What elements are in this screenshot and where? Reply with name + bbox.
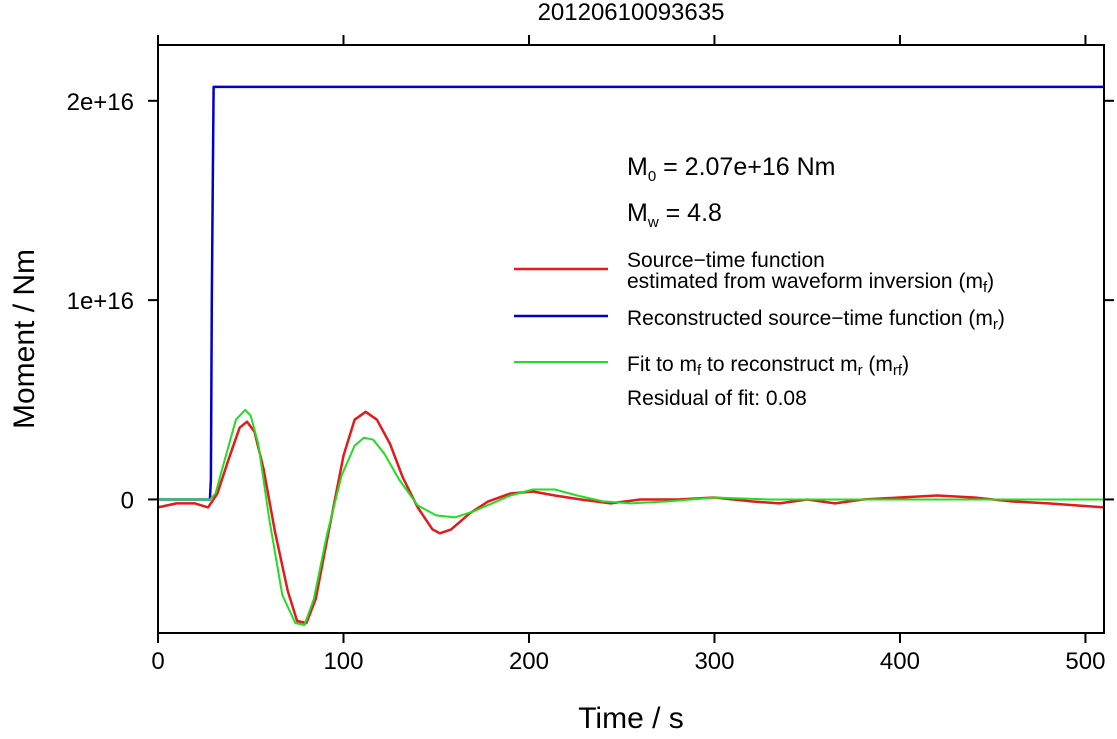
legend-mrf-tail: )	[902, 353, 909, 376]
legend-mr-sub: r	[993, 316, 998, 333]
mw-value: = 4.8	[659, 199, 722, 227]
y-tick-label-1: 1e+16	[67, 288, 134, 315]
legend-mf-tail: )	[987, 270, 994, 293]
legend-label-mr: Reconstructed source−time function (mr)	[627, 307, 1005, 333]
legend-label-mf-line1: Source−time function	[627, 249, 825, 272]
series-line-mf	[157, 410, 1105, 625]
legend-mf-text: estimated from waveform inversion (m	[627, 270, 983, 293]
mw-subscript: w	[647, 214, 659, 231]
series-line-mr	[158, 85, 1104, 501]
legend-mrf-sub2: r	[858, 362, 863, 379]
m0-annotation: M0 = 2.07e+16 Nm	[627, 153, 835, 185]
series-layer	[157, 85, 1105, 626]
x-tick-label-300: 300	[694, 648, 734, 675]
mw-annotation: Mw = 4.8	[627, 199, 722, 231]
m0-value: = 2.07e+16 Nm	[656, 153, 835, 181]
mw-prefix: M	[627, 199, 648, 227]
x-tick-label-0: 0	[151, 648, 164, 675]
residual-annotation: Residual of fit: 0.08	[627, 387, 807, 410]
x-tick-label-400: 400	[880, 648, 920, 675]
m0-prefix: M	[627, 153, 648, 181]
tick-layer: 0 100 200 300 400 500 0 1e+16 2e+16	[67, 35, 1114, 675]
m0-subscript: 0	[648, 168, 656, 185]
y-tick-label-0: 0	[121, 487, 134, 514]
legend-mr-tail: )	[998, 307, 1005, 330]
legend-mr-text: Reconstructed source−time function (m	[627, 307, 993, 330]
legend-mrf-text: Fit to m	[627, 353, 697, 376]
y-tick-label-2: 2e+16	[67, 89, 134, 116]
legend-mf-sub: f	[983, 279, 988, 296]
legend: Source−time function estimated from wave…	[514, 249, 1005, 410]
y-axis-title: Moment / Nm	[8, 249, 41, 429]
legend-mrf-sub3: rf	[893, 362, 903, 379]
legend-mrf-mid2: (m	[863, 353, 893, 376]
legend-label-mrf: Fit to mf to reconstruct mr (mrf)	[627, 353, 909, 379]
legend-label-mf-line2: estimated from waveform inversion (mf)	[627, 270, 994, 296]
series-line-mrf	[158, 408, 1104, 626]
x-tick-label-500: 500	[1065, 648, 1105, 675]
chart-title: 20120610093635	[538, 0, 725, 26]
x-tick-label-200: 200	[509, 648, 549, 675]
plot-frame	[157, 44, 1105, 634]
x-axis-title: Time / s	[578, 702, 684, 734]
x-tick-label-100: 100	[323, 648, 363, 675]
legend-mrf-mid: to reconstruct m	[701, 353, 857, 376]
legend-mrf-sub: f	[697, 362, 702, 379]
